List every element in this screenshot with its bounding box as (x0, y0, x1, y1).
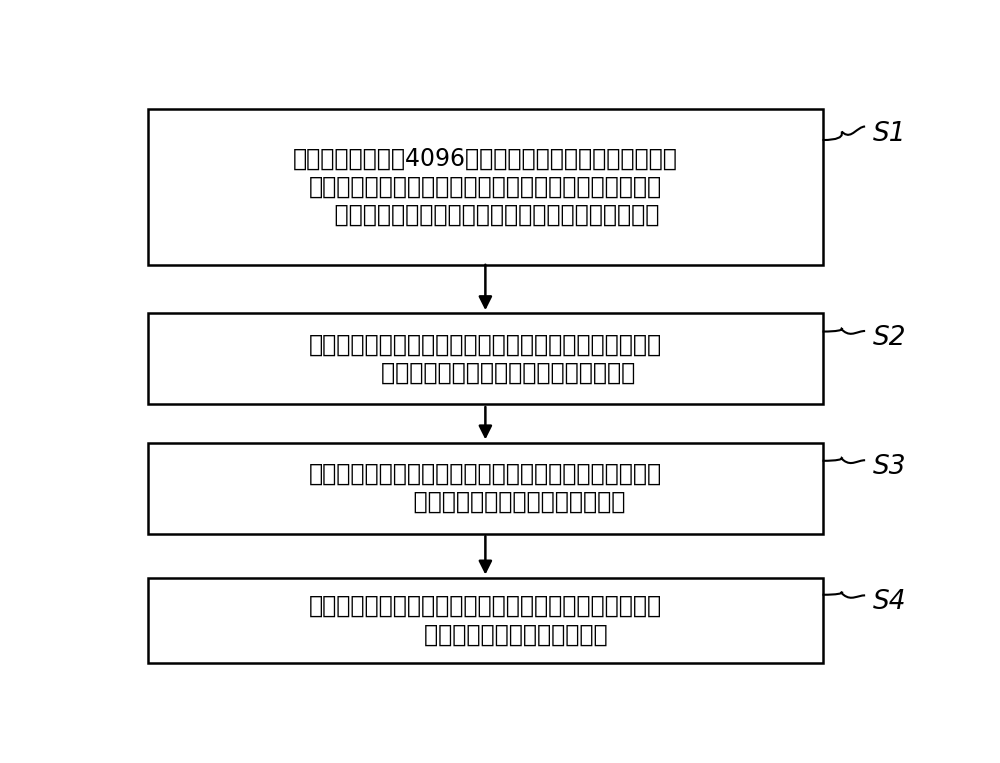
Text: S1: S1 (873, 121, 906, 146)
Text: 以优化后的模态数和二次惩罚因子对原始振动信号分解，: 以优化后的模态数和二次惩罚因子对原始振动信号分解， (309, 333, 662, 357)
Text: S3: S3 (873, 454, 906, 481)
Text: 将能量熵、能谱熵、主频分布特征作为特征向量输入到支: 将能量熵、能谱熵、主频分布特征作为特征向量输入到支 (309, 594, 662, 618)
Text: 持向量机中，以实现故障诊断: 持向量机中，以实现故障诊断 (364, 623, 607, 646)
FancyBboxPatch shape (148, 109, 822, 265)
FancyBboxPatch shape (148, 314, 822, 404)
Text: S2: S2 (873, 325, 906, 351)
FancyBboxPatch shape (148, 578, 822, 663)
FancyBboxPatch shape (148, 443, 822, 533)
Text: S4: S4 (873, 590, 906, 616)
Text: 信号，采用改进的蝙蝠算法以最小平均包络熵作为优化目: 信号，采用改进的蝙蝠算法以最小平均包络熵作为优化目 (309, 175, 662, 198)
Text: 并求取分解后的分量的能量熵以及能谱熵: 并求取分解后的分量的能量熵以及能谱熵 (336, 361, 635, 385)
Text: 以峭度、相关系数、边际谱熵作为筛选准则对分量进行筛: 以峭度、相关系数、边际谱熵作为筛选准则对分量进行筛 (309, 462, 662, 486)
Text: 选取原始振动信号4096个采样点作为变分模态分解的输入: 选取原始振动信号4096个采样点作为变分模态分解的输入 (293, 146, 678, 171)
Text: 标对变分模态分解的模态数和二次惩罚因子进行优化: 标对变分模态分解的模态数和二次惩罚因子进行优化 (312, 203, 659, 227)
Text: 选，求取保留分量的主频分布特征: 选，求取保留分量的主频分布特征 (346, 491, 625, 514)
